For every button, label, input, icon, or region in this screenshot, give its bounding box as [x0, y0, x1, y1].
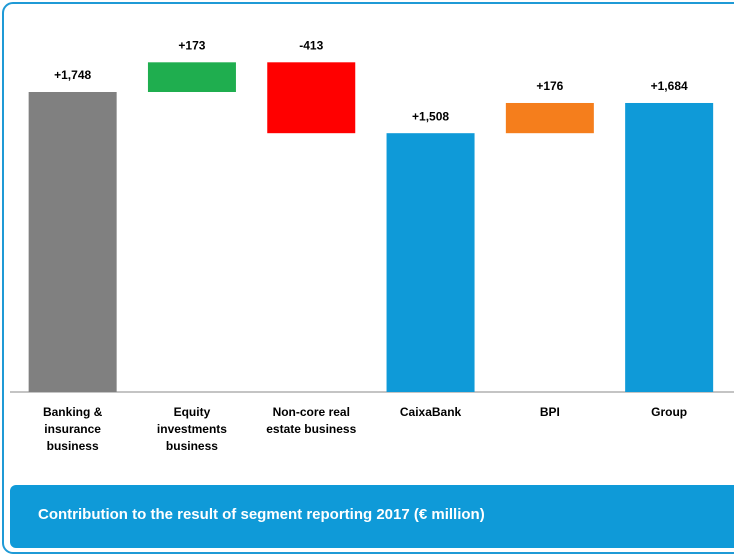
- value-label: +1,508: [412, 109, 449, 123]
- bar: [147, 62, 236, 92]
- x-tick-label: Banking & insurance business: [42, 405, 103, 453]
- value-label: -413: [299, 38, 323, 52]
- x-tick-label: Group: [651, 405, 688, 419]
- bar: [386, 133, 475, 392]
- x-tick-label: Equity investments business: [156, 405, 227, 453]
- x-tick-label: CaixaBank: [399, 405, 462, 419]
- value-label: +176: [536, 79, 563, 93]
- x-tick-label: Non-core real estate business: [266, 405, 357, 436]
- bar: [625, 102, 714, 392]
- value-label: +173: [178, 38, 205, 52]
- value-label: +1,684: [651, 79, 688, 93]
- x-tick-label: BPI: [539, 405, 560, 419]
- bar: [267, 62, 356, 134]
- chart-title: Contribution to the result of segment re…: [38, 506, 485, 523]
- title-banner: [10, 485, 734, 548]
- bar: [28, 92, 117, 392]
- bar: [505, 102, 594, 134]
- value-label: +1,748: [54, 68, 91, 82]
